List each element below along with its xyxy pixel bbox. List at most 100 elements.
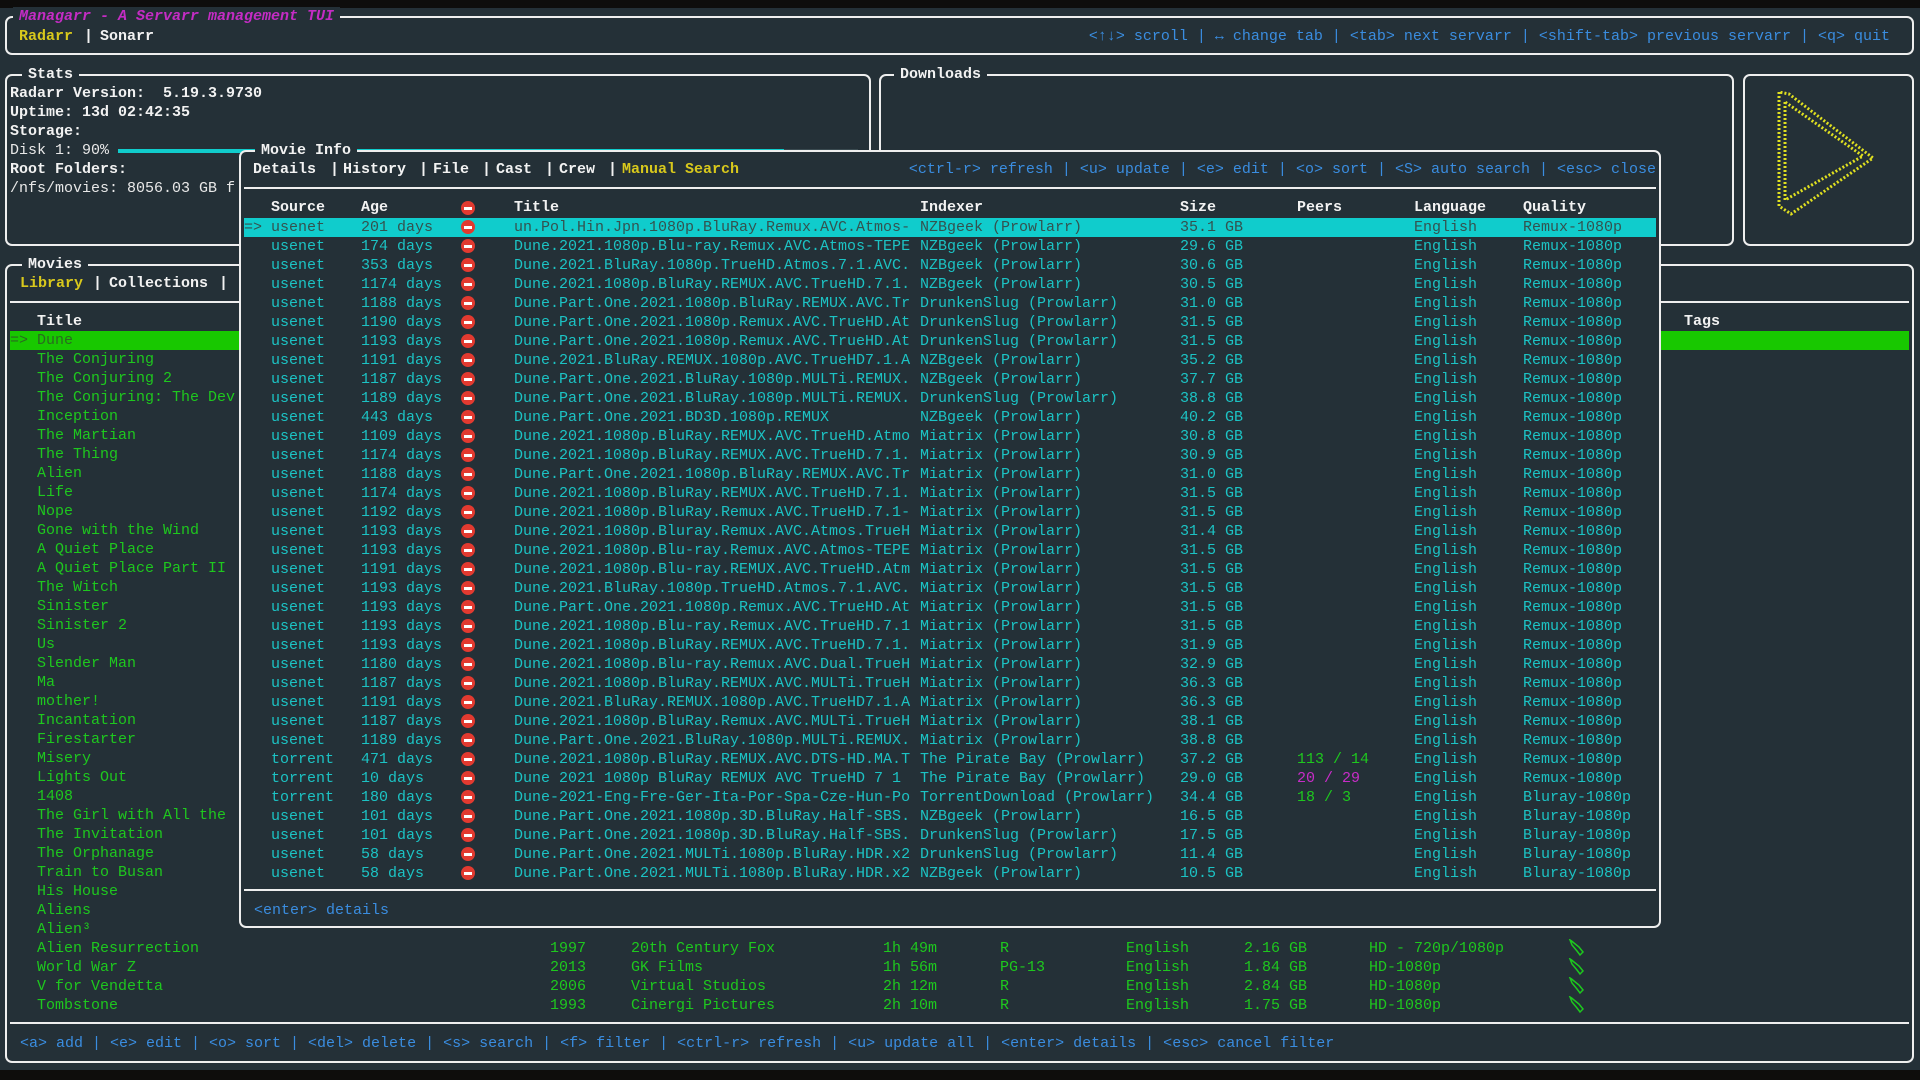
movie-row[interactable]: Alien — [10, 464, 1909, 483]
tab-crew[interactable]: Crew — [559, 161, 596, 178]
release-row[interactable]: usenet 1193 days Dune.Part.One.2021.1080p.… — [244, 332, 1656, 351]
release-title: Dune.2021.BluRay.REMUX.1080p.AVC.TrueHD7… — [514, 352, 911, 369]
release-language: English — [1414, 466, 1478, 483]
release-row[interactable]: usenet 1187 days Dune.2021.1080p.BluRay.RE… — [244, 674, 1656, 693]
movie-row[interactable]: His House — [10, 882, 1909, 901]
movie-row[interactable]: Train to Busan — [10, 863, 1909, 882]
release-title: Dune.2021.1080p.BluRay.REMUX.AVC.DTS-HD.… — [514, 751, 911, 768]
movie-row[interactable]: Ma — [10, 673, 1909, 692]
movie-row[interactable]: mother! — [10, 692, 1909, 711]
release-row[interactable]: usenet 1174 days Dune.2021.1080p.BluRay.RE… — [244, 484, 1656, 503]
movie-row[interactable]: The Orphanage — [10, 844, 1909, 863]
movie-row[interactable]: Lights Out — [10, 768, 1909, 787]
movie-title: Inception — [37, 408, 119, 425]
movie-row[interactable]: Misery — [10, 749, 1909, 768]
release-row[interactable]: usenet 1193 days Dune.2021.BluRay.1080p.Tr… — [244, 579, 1656, 598]
release-row[interactable]: torrent 180 days Dune-2021-Eng-Fre-Ger-Ita… — [244, 788, 1656, 807]
release-row[interactable]: usenet 1191 days Dune.2021.BluRay.REMUX.10… — [244, 351, 1656, 370]
release-row[interactable]: usenet 174 days Dune.2021.1080p.Blu-ray.Re… — [244, 237, 1656, 256]
movies-title: Movies — [22, 255, 89, 274]
release-row[interactable]: usenet 101 days Dune.Part.One.2021.1080p.3… — [244, 826, 1656, 845]
movie-row[interactable]: The Conjuring — [10, 350, 1909, 369]
tab-details[interactable]: Details — [253, 161, 317, 178]
release-row[interactable]: usenet 1192 days Dune.2021.1080p.BluRay.Re… — [244, 503, 1656, 522]
rejected-icon — [461, 657, 475, 671]
movie-row[interactable]: The Thing — [10, 445, 1909, 464]
movie-title: V for Vendetta — [37, 978, 164, 995]
tab-sonarr[interactable]: Sonarr — [100, 28, 155, 45]
movie-row[interactable]: Sinister 2 — [10, 616, 1909, 635]
movie-row[interactable]: 1408 — [10, 787, 1909, 806]
movie-row[interactable]: Life — [10, 483, 1909, 502]
tab-collections[interactable]: Collections — [109, 275, 209, 292]
movie-row[interactable]: Tombstone 1993 Cinergi Pictures 2h 10m R Engl… — [10, 996, 1909, 1015]
release-quality: Remux-1080p — [1523, 409, 1623, 426]
release-row[interactable]: => usenet 201 days un.Pol.Hin.Jpn.1080p.Blu… — [244, 218, 1656, 237]
movie-row[interactable]: The Invitation — [10, 825, 1909, 844]
release-row[interactable]: usenet 1174 days Dune.2021.1080p.BluRay.RE… — [244, 446, 1656, 465]
release-row[interactable]: usenet 101 days Dune.Part.One.2021.1080p.3… — [244, 807, 1656, 826]
release-size: 31.5 GB — [1180, 314, 1244, 331]
movie-runtime: 2h 12m — [883, 978, 938, 995]
movie-row[interactable]: Alien Resurrection 1997 20th Century Fox 1h… — [10, 939, 1909, 958]
release-row[interactable]: usenet 1180 days Dune.2021.1080p.Blu-ray.R… — [244, 655, 1656, 674]
release-row[interactable]: usenet 443 days Dune.Part.One.2021.BD3D.10… — [244, 408, 1656, 427]
movie-row[interactable]: Alien³ — [10, 920, 1909, 939]
release-row[interactable]: usenet 1187 days Dune.2021.1080p.BluRay.Re… — [244, 712, 1656, 731]
movie-title: Alien Resurrection — [37, 940, 200, 957]
release-row[interactable]: usenet 1188 days Dune.Part.One.2021.1080p.… — [244, 465, 1656, 484]
movie-rating: PG-13 — [1000, 959, 1046, 976]
release-row[interactable]: usenet 1187 days Dune.Part.One.2021.BluRay… — [244, 370, 1656, 389]
movie-row[interactable]: Sinister — [10, 597, 1909, 616]
movie-title: Life — [37, 484, 74, 501]
release-age: 1193 days — [361, 333, 443, 350]
release-row[interactable]: usenet 1189 days Dune.Part.One.2021.BluRay… — [244, 389, 1656, 408]
release-row[interactable]: torrent 10 days Dune 2021 1080p BluRay REM… — [244, 769, 1656, 788]
movie-row[interactable]: V for Vendetta 2006 Virtual Studios 2h 12m R… — [10, 977, 1909, 996]
release-row[interactable]: usenet 58 days Dune.Part.One.2021.MULTi.10… — [244, 845, 1656, 864]
tab-cast[interactable]: Cast — [496, 161, 533, 178]
movie-row[interactable]: The Witch — [10, 578, 1909, 597]
release-row[interactable]: usenet 1193 days Dune.2021.1080p.Blu-ray.R… — [244, 617, 1656, 636]
release-row[interactable]: usenet 1190 days Dune.Part.One.2021.1080p.… — [244, 313, 1656, 332]
movie-row[interactable]: A Quiet Place Part II — [10, 559, 1909, 578]
tab-manual-search[interactable]: Manual Search — [622, 161, 740, 178]
release-row[interactable]: usenet 1193 days Dune.Part.One.2021.1080p.… — [244, 598, 1656, 617]
movie-row[interactable]: Nope — [10, 502, 1909, 521]
release-row[interactable]: usenet 1193 days Dune.2021.1080p.Bluray.Re… — [244, 522, 1656, 541]
release-age: 101 days — [361, 808, 434, 825]
movie-row[interactable]: Aliens — [10, 901, 1909, 920]
movie-row[interactable]: The Girl with All the — [10, 806, 1909, 825]
movie-row[interactable]: The Conjuring 2 — [10, 369, 1909, 388]
release-row[interactable]: usenet 1188 days Dune.Part.One.2021.1080p.… — [244, 294, 1656, 313]
movie-row[interactable]: Us — [10, 635, 1909, 654]
release-row[interactable]: usenet 58 days Dune.Part.One.2021.MULTi.10… — [244, 864, 1656, 883]
release-row[interactable]: usenet 1193 days Dune.2021.1080p.BluRay.RE… — [244, 636, 1656, 655]
movie-row[interactable]: Slender Man — [10, 654, 1909, 673]
release-row[interactable]: torrent 471 days Dune.2021.1080p.BluRay.RE… — [244, 750, 1656, 769]
release-title: Dune.2021.1080p.Blu-ray.Remux.AVC.Dual.T… — [514, 656, 911, 673]
release-row[interactable]: usenet 1193 days Dune.2021.1080p.Blu-ray.R… — [244, 541, 1656, 560]
tab-history[interactable]: History — [343, 161, 407, 178]
movie-row[interactable]: Gone with the Wind — [10, 521, 1909, 540]
release-row[interactable]: usenet 353 days Dune.2021.BluRay.1080p.Tru… — [244, 256, 1656, 275]
movie-size: 1.75 GB — [1244, 997, 1308, 1014]
release-row[interactable]: usenet 1174 days Dune.2021.1080p.BluRay.RE… — [244, 275, 1656, 294]
tab-radarr[interactable]: Radarr — [19, 28, 74, 45]
movie-row[interactable]: World War Z 2013 GK Films 1h 56m PG-13 Englis… — [10, 958, 1909, 977]
tab-library[interactable]: Library — [20, 275, 84, 292]
release-language: English — [1414, 447, 1478, 464]
movie-row[interactable]: Incantation — [10, 711, 1909, 730]
release-source: usenet — [271, 618, 326, 635]
release-row[interactable]: usenet 1191 days Dune.2021.1080p.Blu-ray.R… — [244, 560, 1656, 579]
release-row[interactable]: usenet 1191 days Dune.2021.BluRay.REMUX.10… — [244, 693, 1656, 712]
movie-row[interactable]: A Quiet Place — [10, 540, 1909, 559]
movie-row[interactable]: The Martian — [10, 426, 1909, 445]
movie-row[interactable]: Inception — [10, 407, 1909, 426]
tab-file[interactable]: File — [433, 161, 470, 178]
release-row[interactable]: usenet 1109 days Dune.2021.1080p.BluRay.RE… — [244, 427, 1656, 446]
movie-row[interactable]: Firestarter — [10, 730, 1909, 749]
movie-row[interactable]: The Conjuring: The Dev — [10, 388, 1909, 407]
release-size: 38.8 GB — [1180, 390, 1244, 407]
release-row[interactable]: usenet 1189 days Dune.Part.One.2021.BluRay… — [244, 731, 1656, 750]
